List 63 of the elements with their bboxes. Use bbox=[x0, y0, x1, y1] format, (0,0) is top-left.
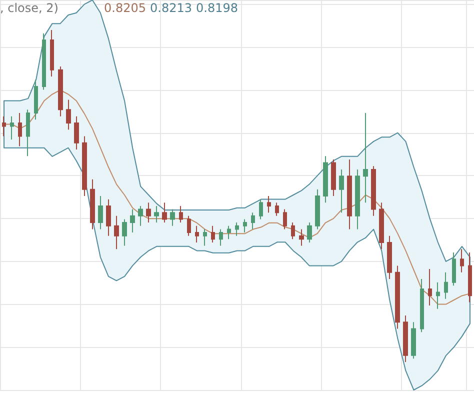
candlestick bbox=[50, 30, 54, 77]
text: 0.8205 bbox=[104, 1, 146, 15]
candlestick bbox=[2, 116, 6, 137]
candlestick bbox=[122, 218, 127, 246]
candlestick bbox=[170, 208, 175, 226]
candlestick bbox=[347, 158, 352, 230]
candlestick bbox=[283, 208, 287, 230]
candlestick bbox=[315, 188, 320, 230]
candlestick bbox=[379, 202, 384, 250]
candlestick bbox=[130, 208, 135, 234]
candlestick bbox=[195, 225, 199, 243]
text: 0.8213 bbox=[150, 1, 192, 15]
candlestick bbox=[243, 218, 247, 234]
candlestick bbox=[10, 116, 14, 140]
candlestick bbox=[219, 228, 223, 246]
text: , close, 2) bbox=[0, 1, 58, 15]
text: 0.8198 bbox=[196, 1, 238, 15]
candlestick bbox=[227, 225, 231, 240]
candlestick bbox=[138, 205, 143, 226]
candlestick bbox=[251, 212, 255, 230]
candlestick bbox=[74, 116, 79, 150]
candlestick bbox=[371, 166, 376, 216]
candlestick bbox=[211, 225, 215, 243]
candlestick bbox=[114, 215, 119, 250]
candlestick bbox=[154, 205, 159, 224]
candlestick bbox=[267, 196, 271, 214]
candlestick bbox=[460, 248, 464, 273]
candlestick bbox=[26, 109, 30, 157]
candlestick bbox=[403, 315, 408, 362]
candlestick bbox=[411, 322, 416, 360]
candlestick bbox=[363, 112, 368, 204]
candlestick bbox=[299, 228, 304, 246]
candlestick bbox=[146, 202, 151, 224]
candlestick bbox=[179, 205, 183, 224]
candlestick bbox=[235, 222, 239, 236]
candlestick bbox=[275, 202, 279, 216]
candlestick bbox=[339, 168, 344, 214]
candlestick bbox=[355, 168, 360, 230]
candlestick bbox=[18, 112, 22, 147]
candlestick bbox=[203, 228, 207, 246]
candlestick bbox=[98, 196, 103, 230]
candlestick bbox=[66, 99, 71, 130]
candlestick bbox=[106, 198, 111, 236]
candlestick bbox=[291, 222, 295, 240]
candlestick bbox=[307, 222, 312, 243]
candlestick bbox=[444, 272, 448, 300]
candlestick bbox=[395, 265, 400, 330]
candlestick bbox=[259, 198, 263, 220]
candlestick bbox=[428, 268, 432, 306]
candlestick bbox=[323, 156, 328, 204]
candlestick bbox=[42, 32, 46, 90]
candlestick bbox=[34, 79, 38, 120]
candlestick bbox=[82, 136, 87, 196]
candlestick bbox=[468, 252, 472, 303]
candlestick bbox=[387, 235, 392, 280]
candlestick bbox=[452, 252, 456, 286]
candlestick bbox=[90, 178, 95, 230]
candlestick bbox=[436, 282, 440, 310]
candlestick bbox=[58, 66, 63, 117]
candlestick bbox=[162, 202, 167, 224]
candlestick bbox=[420, 278, 424, 333]
candlestick bbox=[187, 215, 191, 236]
candlestick bbox=[331, 158, 336, 196]
